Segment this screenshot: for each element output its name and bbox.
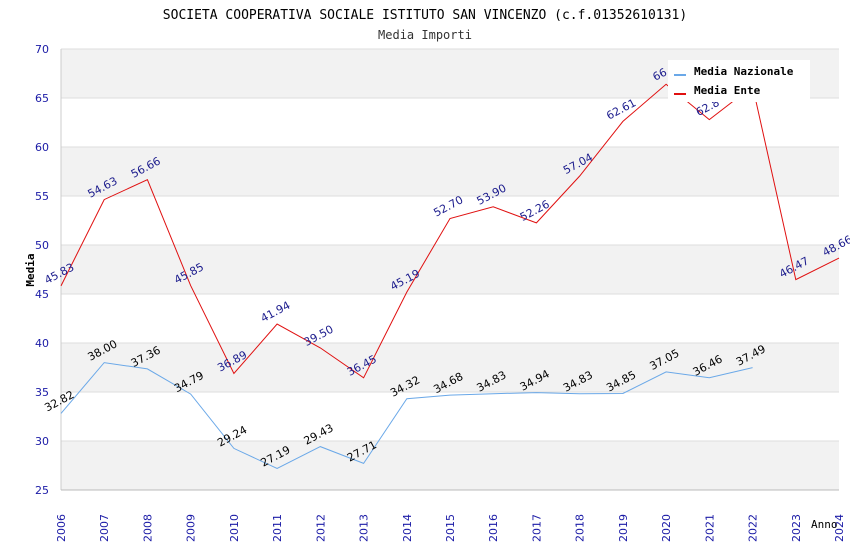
- legend-box: [668, 60, 810, 102]
- x-tick-label: 2016: [487, 514, 500, 542]
- x-axis-label: Anno: [811, 518, 838, 531]
- data-label: 62.61: [604, 96, 638, 122]
- grid-lines: [61, 48, 839, 491]
- x-tick-label: 2012: [314, 514, 327, 542]
- x-tick-label: 2018: [574, 514, 587, 542]
- x-tick-label: 2017: [530, 514, 543, 542]
- series-lines: [60, 83, 840, 470]
- x-tick-label: 2023: [790, 514, 803, 542]
- grid-bands: [61, 49, 839, 490]
- x-tick-label: 2011: [271, 514, 284, 542]
- x-tick-label: 2009: [185, 514, 198, 542]
- y-tick-label: 40: [35, 337, 49, 350]
- x-tick-label: 2015: [444, 514, 457, 542]
- y-tick-label: 45: [35, 288, 49, 301]
- y-tick-label: 35: [35, 386, 49, 399]
- legend-label: Media Nazionale: [694, 65, 794, 78]
- y-tick-labels: 25 30 35 40 45 50 55 60 65 70: [35, 43, 49, 497]
- y-tick-label: 55: [35, 190, 49, 203]
- axes: [60, 49, 839, 491]
- x-tick-label: 2006: [55, 514, 68, 542]
- y-tick-label: 50: [35, 239, 49, 252]
- x-tick-labels: 2006 2007 2008 2009 2010 2011 2012 2013 2014 2015…: [55, 514, 846, 542]
- y-tick-label: 70: [35, 43, 49, 56]
- x-tick-label: 2024: [833, 514, 846, 542]
- x-tick-label: 2022: [747, 514, 760, 542]
- series-line-media-ente: [60, 83, 840, 379]
- data-label: 41.94: [259, 299, 293, 325]
- x-tick-label: 2014: [401, 514, 414, 542]
- y-axis-label: Media: [24, 253, 37, 286]
- x-tick-label: 2021: [703, 514, 716, 542]
- y-tick-label: 25: [35, 484, 49, 497]
- legend: Media Nazionale Media Ente: [668, 60, 810, 102]
- chart-subtitle: Media Importi: [378, 28, 472, 42]
- x-tick-label: 2013: [358, 514, 371, 542]
- x-tick-label: 2007: [98, 514, 111, 542]
- y-tick-label: 30: [35, 435, 49, 448]
- x-tick-label: 2020: [660, 514, 673, 542]
- grid-band: [61, 441, 839, 490]
- data-label: 52.26: [518, 198, 552, 224]
- series-line-media-nazionale: [60, 362, 753, 470]
- y-tick-label: 60: [35, 141, 49, 154]
- grid-band: [61, 147, 839, 196]
- grid-band: [61, 343, 839, 392]
- legend-label: Media Ente: [694, 84, 761, 97]
- x-tick-label: 2019: [617, 514, 630, 542]
- x-tick-label: 2008: [141, 514, 154, 542]
- x-tick-label: 2010: [228, 514, 241, 542]
- y-tick-label: 65: [35, 92, 49, 105]
- chart-title: SOCIETA COOPERATIVA SOCIALE ISTITUTO SAN…: [163, 8, 687, 23]
